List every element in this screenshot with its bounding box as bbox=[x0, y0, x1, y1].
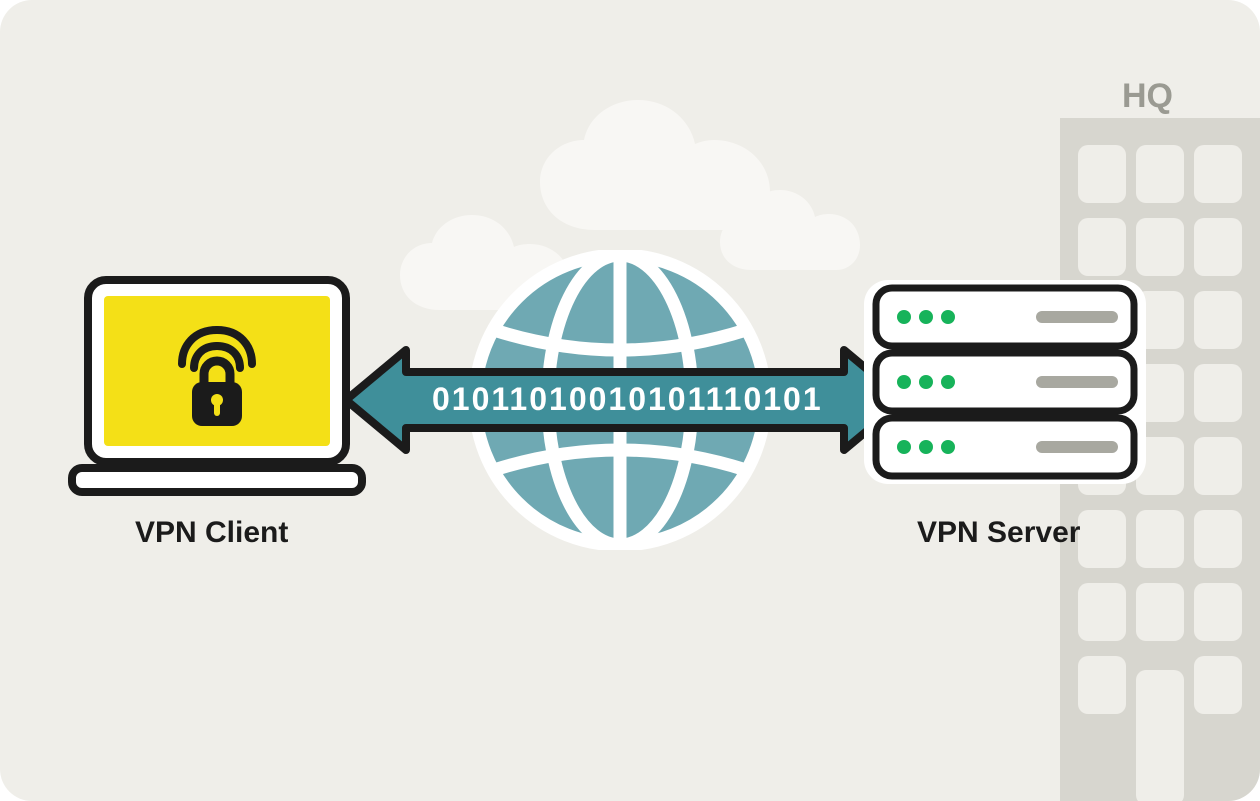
diagram-canvas: HQ 01011010010101110101 bbox=[0, 0, 1260, 801]
hq-label: HQ bbox=[1122, 77, 1173, 116]
server-label: VPN Server bbox=[917, 516, 1080, 550]
server-icon bbox=[860, 276, 1150, 488]
client-label: VPN Client bbox=[135, 516, 288, 550]
laptop-icon bbox=[64, 272, 370, 502]
binary-text: 01011010010101110101 bbox=[432, 381, 823, 418]
